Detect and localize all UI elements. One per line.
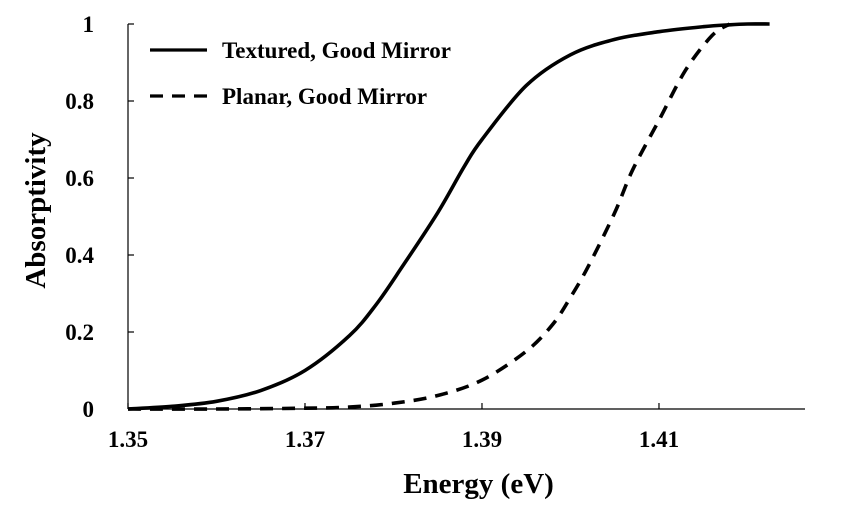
series-line-planar — [127, 22, 731, 411]
series-line-textured — [127, 22, 770, 411]
y-tick-label: 0 — [83, 397, 95, 422]
plot-area — [127, 24, 805, 410]
y-tick-label: 0.2 — [65, 320, 94, 345]
x-tick-label: 1.39 — [462, 427, 502, 452]
legend-label-planar: Planar, Good Mirror — [222, 84, 427, 109]
x-tick-label: 1.41 — [639, 427, 679, 452]
y-tick-label: 1 — [83, 12, 95, 37]
y-tick-label: 0.6 — [65, 166, 94, 191]
x-axis-title: Energy (eV) — [403, 468, 554, 500]
x-tick-label: 1.35 — [108, 427, 148, 452]
legend: Textured, Good Mirror Planar, Good Mirro… — [150, 38, 451, 109]
y-axis-ticks: 0 0.2 0.4 0.6 0.8 1 — [65, 12, 134, 422]
series-layer — [127, 22, 770, 411]
y-tick-label: 0.4 — [65, 243, 94, 268]
y-axis-title: Absorptivity — [20, 132, 52, 289]
legend-label-textured: Textured, Good Mirror — [222, 38, 451, 63]
x-tick-label: 1.37 — [285, 427, 325, 452]
y-tick-label: 0.8 — [65, 89, 94, 114]
x-axis-ticks: 1.35 1.37 1.39 1.41 — [108, 403, 679, 452]
